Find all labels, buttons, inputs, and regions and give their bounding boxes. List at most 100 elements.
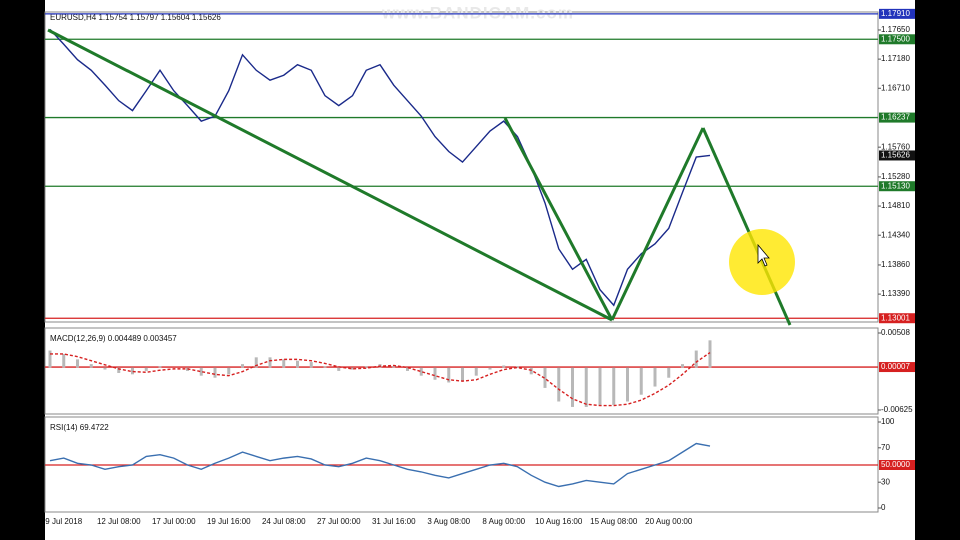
histogram-bar [351, 367, 354, 370]
histogram-bar [557, 367, 561, 402]
histogram-bar [323, 366, 327, 368]
histogram-bar [653, 367, 657, 387]
signal-line [50, 351, 711, 407]
histogram-bar [488, 367, 492, 370]
trend-lines [47, 28, 792, 326]
y-tick-label: 1.15760 [881, 142, 910, 151]
price-line [49, 442, 711, 488]
x-tick-label: 12 Jul 08:00 [97, 517, 141, 526]
trend-line [610, 127, 705, 321]
level-label: 1.17500 [881, 34, 910, 43]
histogram-bar [254, 357, 258, 368]
histogram-bar [694, 350, 698, 368]
histogram-bar [158, 366, 162, 368]
histogram-bar [419, 367, 423, 376]
histogram-bar [433, 367, 437, 380]
x-tick-label: 31 Jul 16:00 [372, 517, 416, 526]
level-label: 1.13001 [881, 313, 910, 322]
histogram-bar [268, 357, 272, 368]
level-label-box [879, 34, 915, 45]
histogram-bar [309, 362, 313, 368]
histogram-bar [213, 367, 217, 378]
histogram-bar [584, 367, 588, 407]
level-label: 1.17910 [881, 9, 910, 18]
y-tick-label: 1.14810 [881, 201, 910, 210]
x-tick-label: 10 Aug 16:00 [535, 517, 583, 526]
level-label-box [879, 181, 915, 192]
level-label: 0.00007 [881, 362, 910, 371]
histogram-bar [227, 367, 231, 375]
x-tick-label: 17 Jul 00:00 [152, 517, 196, 526]
histogram-bar [598, 367, 602, 405]
histogram-bar [117, 367, 121, 373]
y-tick-label: 100 [881, 417, 895, 426]
trend-line [701, 127, 792, 326]
panel-title: EURUSD,H4 1.15754 1.15797 1.15604 1.1562… [50, 13, 221, 22]
histogram-bar [502, 365, 506, 368]
level-label-box [879, 460, 915, 470]
histogram-bar [543, 367, 547, 388]
watermark: www.BANDICAM.com [381, 3, 574, 22]
y-tick-label: 1.15280 [881, 172, 910, 181]
histogram-bar [392, 366, 396, 368]
x-tick-label: 27 Jul 00:00 [317, 517, 361, 526]
y-tick-label: 30 [881, 477, 890, 486]
histogram-bar [103, 367, 107, 370]
histogram-bar [364, 366, 368, 368]
y-tick-label: 1.16710 [881, 83, 910, 92]
cursor-highlight [729, 229, 795, 295]
histogram-bar [337, 367, 341, 371]
y-tick-label: 1.17180 [881, 54, 910, 63]
x-tick-label: 15 Aug 08:00 [590, 517, 638, 526]
mouse-cursor [757, 243, 770, 267]
level-label: 1.15626 [881, 151, 910, 160]
panel-title: MACD(12,26,9) 0.004489 0.003457 [50, 334, 177, 343]
histogram-bar [89, 364, 93, 368]
histogram-bar [474, 367, 478, 376]
histogram-bar [282, 359, 286, 368]
y-tick-label: 1.13390 [881, 289, 910, 298]
histogram-bar [144, 367, 148, 371]
y-tick-label: 70 [881, 443, 890, 452]
panel-title: RSI(14) 69.4722 [50, 423, 109, 432]
y-tick-label: -0.00625 [881, 405, 913, 414]
histogram-bar [406, 367, 409, 371]
trend-line [47, 28, 613, 322]
level-label-box [879, 362, 915, 373]
x-tick-label: 3 Aug 08:00 [427, 517, 470, 526]
histogram-bar [241, 364, 244, 368]
histogram-bar [626, 367, 629, 402]
y-tick-label: 1.14340 [881, 230, 910, 239]
y-tick-label: 0.00508 [881, 328, 910, 337]
histogram-bar [447, 367, 451, 383]
x-tick-label: 20 Aug 00:00 [645, 517, 693, 526]
y-tick-label: 0 [881, 503, 886, 512]
plots: EURUSD,H4 1.15754 1.15797 1.15604 1.1562… [45, 8, 915, 526]
histogram-bar [667, 367, 671, 378]
histogram-bar [612, 367, 616, 405]
histogram-bar [516, 366, 519, 368]
x-tick-label: 9 Jul 2018 [45, 517, 82, 526]
histogram-bar [639, 367, 643, 395]
histogram-bar [571, 367, 574, 407]
histogram-bar [131, 367, 134, 375]
histogram-bar [708, 340, 712, 368]
y-tick-label: 1.13860 [881, 260, 910, 269]
level-label-box [879, 112, 915, 123]
trend-line [503, 117, 614, 321]
x-tick-label: 8 Aug 00:00 [482, 517, 525, 526]
level-label-box [879, 313, 915, 324]
histogram-bar [681, 364, 684, 368]
price-panel [44, 11, 879, 323]
level-label: 1.16237 [881, 113, 910, 122]
histogram-bar [199, 367, 203, 376]
level-label-box [879, 8, 915, 19]
macd-panel [44, 327, 879, 415]
x-tick-label: 19 Jul 16:00 [207, 517, 251, 526]
histogram-bar [48, 350, 52, 368]
histogram-bar [296, 360, 299, 368]
level-label-box [879, 150, 915, 161]
histogram-bar [62, 353, 66, 368]
